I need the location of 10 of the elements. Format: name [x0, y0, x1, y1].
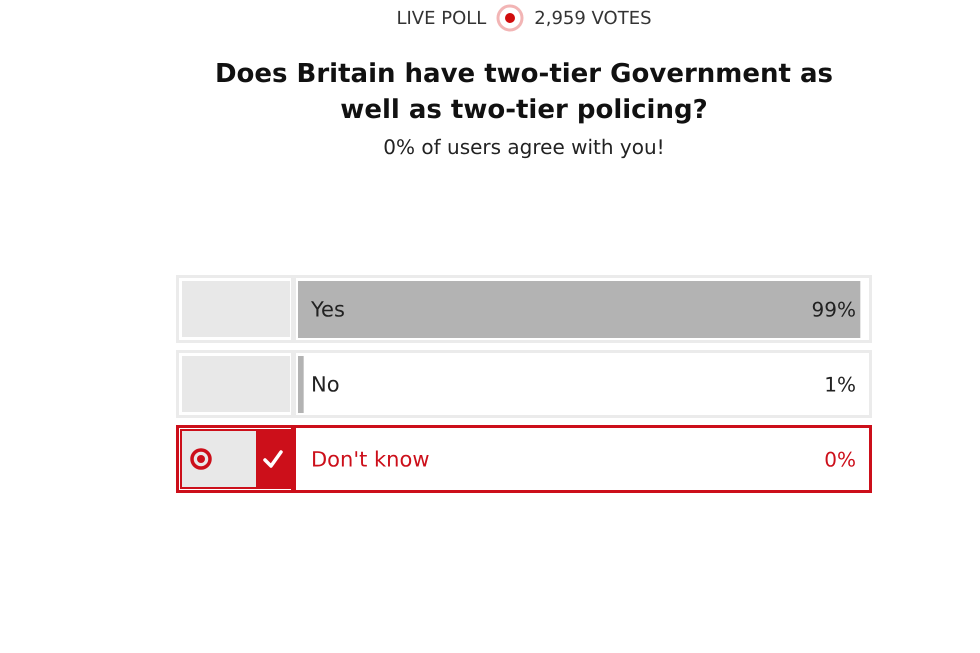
data-label: 0%: [824, 448, 856, 472]
y-tick-label: No: [311, 372, 340, 396]
y-tick-label: Don't know: [311, 448, 430, 472]
chart-subtitle: 0% of users agree with you!: [382, 134, 666, 161]
text: 2,959 VOTES: [534, 8, 652, 28]
data-label: 1%: [824, 372, 856, 396]
text: LIVE POLL: [396, 8, 486, 28]
data-label: 99%: [812, 298, 856, 322]
chart-title: Does Britain have two-tier Government as well as two-tier policing?: [214, 58, 834, 127]
y-tick-label: Yes: [310, 298, 345, 322]
